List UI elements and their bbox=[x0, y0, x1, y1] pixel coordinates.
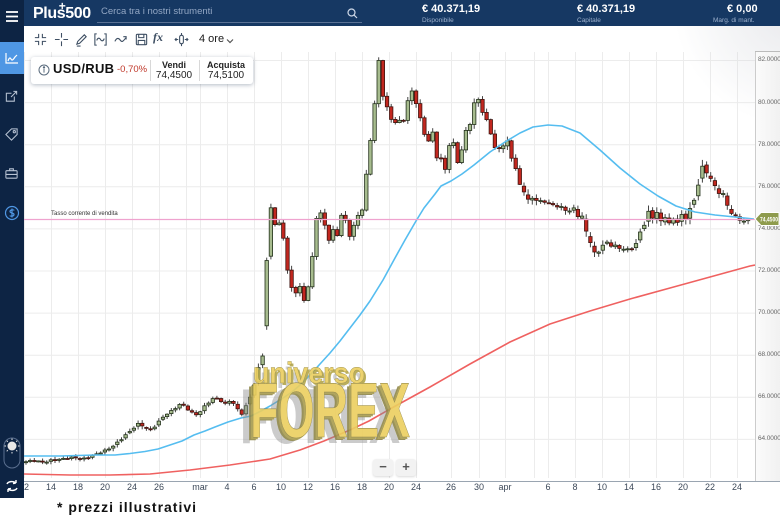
svg-text:74,4500: 74,4500 bbox=[760, 217, 779, 223]
svg-text:FOREX: FOREX bbox=[248, 368, 408, 456]
svg-text:universo: universo bbox=[251, 362, 363, 395]
svg-text:universo: universo bbox=[253, 357, 365, 390]
svg-text:universo: universo bbox=[255, 359, 367, 392]
svg-text:FOREX: FOREX bbox=[242, 372, 400, 460]
svg-text:FOREX: FOREX bbox=[246, 369, 406, 457]
svg-text:FOREX: FOREX bbox=[250, 366, 410, 454]
